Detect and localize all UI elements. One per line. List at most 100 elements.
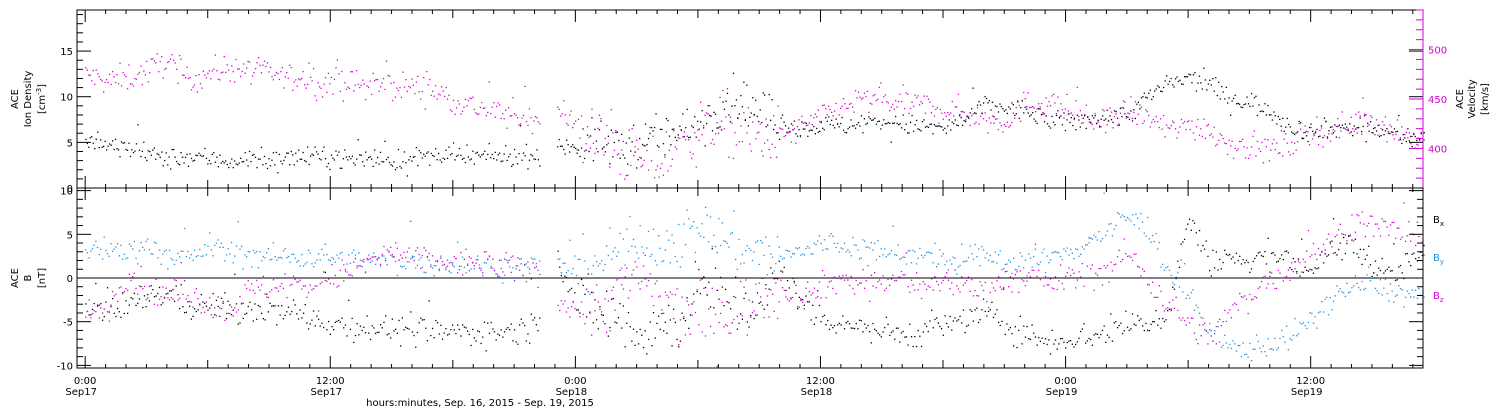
- density-series-point: [878, 120, 880, 122]
- density-series-point: [1349, 123, 1351, 125]
- velocity-series-point: [761, 150, 763, 152]
- velocity-series-point: [106, 78, 108, 81]
- by-series-point: [1244, 353, 1246, 356]
- bx-series-point: [1378, 267, 1380, 269]
- velocity-series-point: [354, 84, 356, 86]
- by-series-point: [497, 274, 499, 276]
- density-series-point: [1386, 128, 1388, 130]
- bz-series-point: [864, 287, 866, 289]
- bx-series-point: [1276, 261, 1278, 263]
- velocity-series-point: [987, 132, 989, 134]
- density-series-point: [156, 153, 158, 155]
- bz-series-point: [405, 256, 407, 259]
- velocity-series-point: [642, 164, 644, 166]
- density-series-point: [488, 143, 490, 145]
- velocity-series-point: [439, 94, 441, 96]
- by-series-point: [1041, 251, 1043, 254]
- bx-series-point: [162, 302, 164, 304]
- by-series-point: [775, 263, 777, 265]
- density-series-point: [439, 159, 441, 161]
- bz-series-point: [668, 296, 670, 299]
- by-series-point: [1413, 296, 1415, 298]
- velocity-series-point: [381, 82, 383, 84]
- bz-series-point: [884, 289, 886, 291]
- bx-series-point: [765, 284, 767, 286]
- bx-series-point: [1271, 252, 1273, 255]
- bx-series-point: [632, 328, 635, 330]
- velocity-series-point: [1358, 111, 1360, 113]
- velocity-series-point: [155, 62, 157, 64]
- bx-series-point: [743, 297, 745, 300]
- bz-series-point: [673, 317, 675, 320]
- by-series-point: [1264, 351, 1266, 353]
- velocity-series-point: [214, 54, 216, 56]
- density-series-point: [1170, 77, 1172, 80]
- bz-series-point: [1304, 261, 1306, 263]
- density-series-point: [1198, 75, 1201, 77]
- by-series-point: [892, 225, 894, 227]
- density-series-point: [1411, 146, 1413, 148]
- bz-series-point: [455, 257, 457, 259]
- bz-series-point: [264, 293, 266, 295]
- by-series-point: [922, 256, 924, 259]
- velocity-series-point: [1057, 96, 1059, 98]
- by-series-point: [133, 240, 135, 242]
- bx-series-point: [994, 313, 996, 315]
- by-series-point: [1068, 254, 1070, 256]
- bx-series-point: [1210, 275, 1212, 277]
- density-series-point: [366, 159, 368, 161]
- density-series-point: [266, 167, 269, 170]
- density-series-point: [735, 99, 738, 101]
- density-series-point: [110, 144, 112, 146]
- bz-series-point: [282, 287, 285, 289]
- velocity-series-point: [1100, 126, 1102, 128]
- bz-series-point: [874, 272, 876, 274]
- by-series-point: [302, 265, 305, 267]
- density-series-point: [835, 118, 837, 120]
- density-series-point: [877, 121, 879, 123]
- bz-series-point: [361, 260, 363, 262]
- bx-series-point: [733, 295, 735, 298]
- bz-series-point: [1249, 293, 1251, 296]
- by-series-point: [830, 233, 832, 235]
- bx-series-point: [1202, 244, 1204, 247]
- bz-series-point: [562, 303, 564, 305]
- bx-series-point: [969, 309, 971, 311]
- by-series-point: [822, 249, 824, 251]
- density-series-point: [947, 125, 949, 127]
- bx-series-point: [1262, 255, 1264, 258]
- bz-series-point: [1026, 280, 1028, 282]
- density-series-point: [193, 159, 196, 161]
- density-series-point: [1356, 127, 1358, 129]
- velocity-series-point: [612, 132, 614, 134]
- density-series-point: [945, 132, 947, 134]
- by-series-point: [425, 272, 427, 274]
- velocity-series-point: [1039, 106, 1041, 108]
- by-series-point: [735, 258, 737, 261]
- velocity-series-point: [525, 120, 528, 123]
- bz-series-point: [1148, 284, 1150, 286]
- by-series-point: [1388, 300, 1390, 302]
- bz-series-point: [781, 287, 784, 289]
- density-series-point: [1405, 140, 1407, 143]
- bx-series-point: [1148, 330, 1150, 332]
- by-series-point: [979, 265, 981, 267]
- density-series-point: [767, 124, 769, 126]
- bx-series-point: [381, 327, 383, 329]
- density-series-point: [411, 160, 413, 162]
- by-series-point: [1346, 282, 1348, 284]
- bx-series-point: [487, 322, 489, 324]
- velocity-series-point: [1006, 121, 1008, 123]
- density-series-point: [624, 157, 626, 159]
- velocity-series-point: [1338, 137, 1340, 139]
- density-series-point: [281, 163, 283, 165]
- density-series-point: [354, 164, 356, 166]
- bx-series-point: [882, 331, 884, 333]
- density-series-point: [1192, 74, 1195, 76]
- velocity-series-point: [164, 68, 166, 70]
- velocity-series-point: [149, 72, 151, 74]
- bz-series-point: [421, 255, 424, 257]
- by-series-point: [353, 249, 355, 251]
- by-series-point: [356, 265, 358, 267]
- velocity-series-point: [251, 75, 254, 77]
